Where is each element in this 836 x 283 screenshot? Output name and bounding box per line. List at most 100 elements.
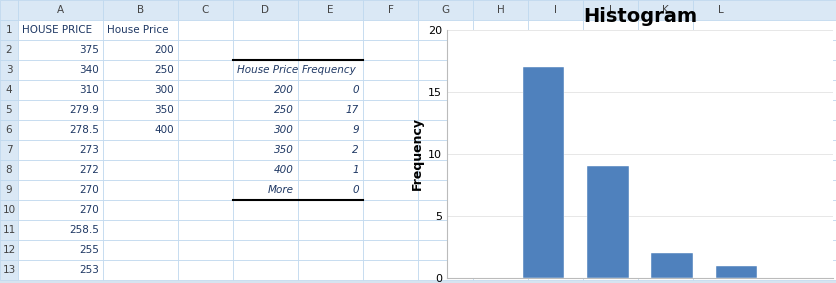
Bar: [638, 220, 693, 240]
Bar: [178, 240, 233, 260]
Bar: [178, 140, 233, 160]
Text: Frequency: Frequency: [302, 65, 357, 75]
Bar: [528, 140, 583, 160]
Bar: [473, 120, 528, 140]
Bar: [298, 100, 363, 120]
Bar: [298, 20, 363, 40]
Bar: [18, 20, 103, 40]
Bar: [418, 140, 473, 160]
Bar: [233, 200, 298, 220]
Text: House Price: House Price: [237, 65, 298, 75]
Bar: [583, 200, 638, 220]
Bar: [103, 160, 178, 180]
Bar: [298, 200, 363, 220]
Text: 375: 375: [79, 45, 99, 55]
Bar: [693, 0, 836, 20]
Bar: [298, 60, 363, 80]
Bar: [638, 20, 693, 40]
Bar: [363, 260, 418, 280]
Bar: [233, 220, 298, 240]
Bar: [298, 180, 363, 200]
Bar: [583, 120, 638, 140]
Bar: [18, 40, 103, 60]
Bar: [298, 220, 363, 240]
Text: F: F: [388, 5, 394, 15]
Bar: [233, 0, 298, 20]
Bar: [418, 160, 473, 180]
Bar: [103, 180, 178, 200]
Bar: [103, 220, 178, 240]
Text: 13: 13: [3, 265, 16, 275]
Bar: [178, 200, 233, 220]
Text: 400: 400: [274, 165, 294, 175]
Bar: [233, 120, 298, 140]
Text: 2: 2: [6, 45, 13, 55]
Text: B: B: [137, 5, 144, 15]
Text: HOUSE PRICE: HOUSE PRICE: [22, 25, 92, 35]
Bar: [298, 80, 363, 100]
Bar: [103, 20, 178, 40]
Bar: [473, 160, 528, 180]
Text: 300: 300: [155, 85, 174, 95]
Text: G: G: [441, 5, 450, 15]
Bar: [233, 260, 298, 280]
Bar: [583, 20, 638, 40]
Bar: [0, 180, 18, 200]
Text: J: J: [609, 5, 612, 15]
Text: D: D: [262, 5, 269, 15]
Bar: [363, 100, 418, 120]
Bar: [638, 260, 693, 280]
Bar: [587, 166, 629, 278]
Bar: [638, 200, 693, 220]
Bar: [638, 160, 693, 180]
Bar: [693, 220, 836, 240]
Bar: [583, 160, 638, 180]
Bar: [103, 140, 178, 160]
Bar: [418, 260, 473, 280]
Bar: [178, 0, 233, 20]
Text: 278.5: 278.5: [69, 125, 99, 135]
Bar: [638, 80, 693, 100]
Bar: [103, 240, 178, 260]
Text: 340: 340: [79, 65, 99, 75]
Bar: [363, 180, 418, 200]
Bar: [363, 40, 418, 60]
Text: 272: 272: [79, 165, 99, 175]
Bar: [638, 0, 693, 20]
Text: 9: 9: [353, 125, 359, 135]
Bar: [418, 20, 473, 40]
Bar: [233, 140, 298, 160]
Bar: [178, 180, 233, 200]
Text: 9: 9: [6, 185, 13, 195]
Bar: [528, 200, 583, 220]
Bar: [18, 260, 103, 280]
Bar: [528, 60, 583, 80]
Bar: [103, 0, 178, 20]
Bar: [693, 200, 836, 220]
Bar: [651, 253, 693, 278]
Bar: [18, 60, 103, 80]
Bar: [522, 67, 564, 278]
Bar: [0, 80, 18, 100]
Bar: [528, 180, 583, 200]
Bar: [178, 260, 233, 280]
Bar: [103, 100, 178, 120]
Bar: [528, 40, 583, 60]
Bar: [583, 140, 638, 160]
Bar: [583, 60, 638, 80]
Bar: [418, 80, 473, 100]
Bar: [298, 40, 363, 60]
Bar: [473, 200, 528, 220]
Bar: [233, 100, 298, 120]
Bar: [693, 240, 836, 260]
Text: 2: 2: [353, 145, 359, 155]
Bar: [583, 100, 638, 120]
Bar: [0, 160, 18, 180]
Bar: [418, 60, 473, 80]
Bar: [418, 200, 473, 220]
Bar: [18, 200, 103, 220]
Bar: [638, 60, 693, 80]
Bar: [0, 100, 18, 120]
Text: More: More: [268, 185, 294, 195]
Bar: [638, 100, 693, 120]
